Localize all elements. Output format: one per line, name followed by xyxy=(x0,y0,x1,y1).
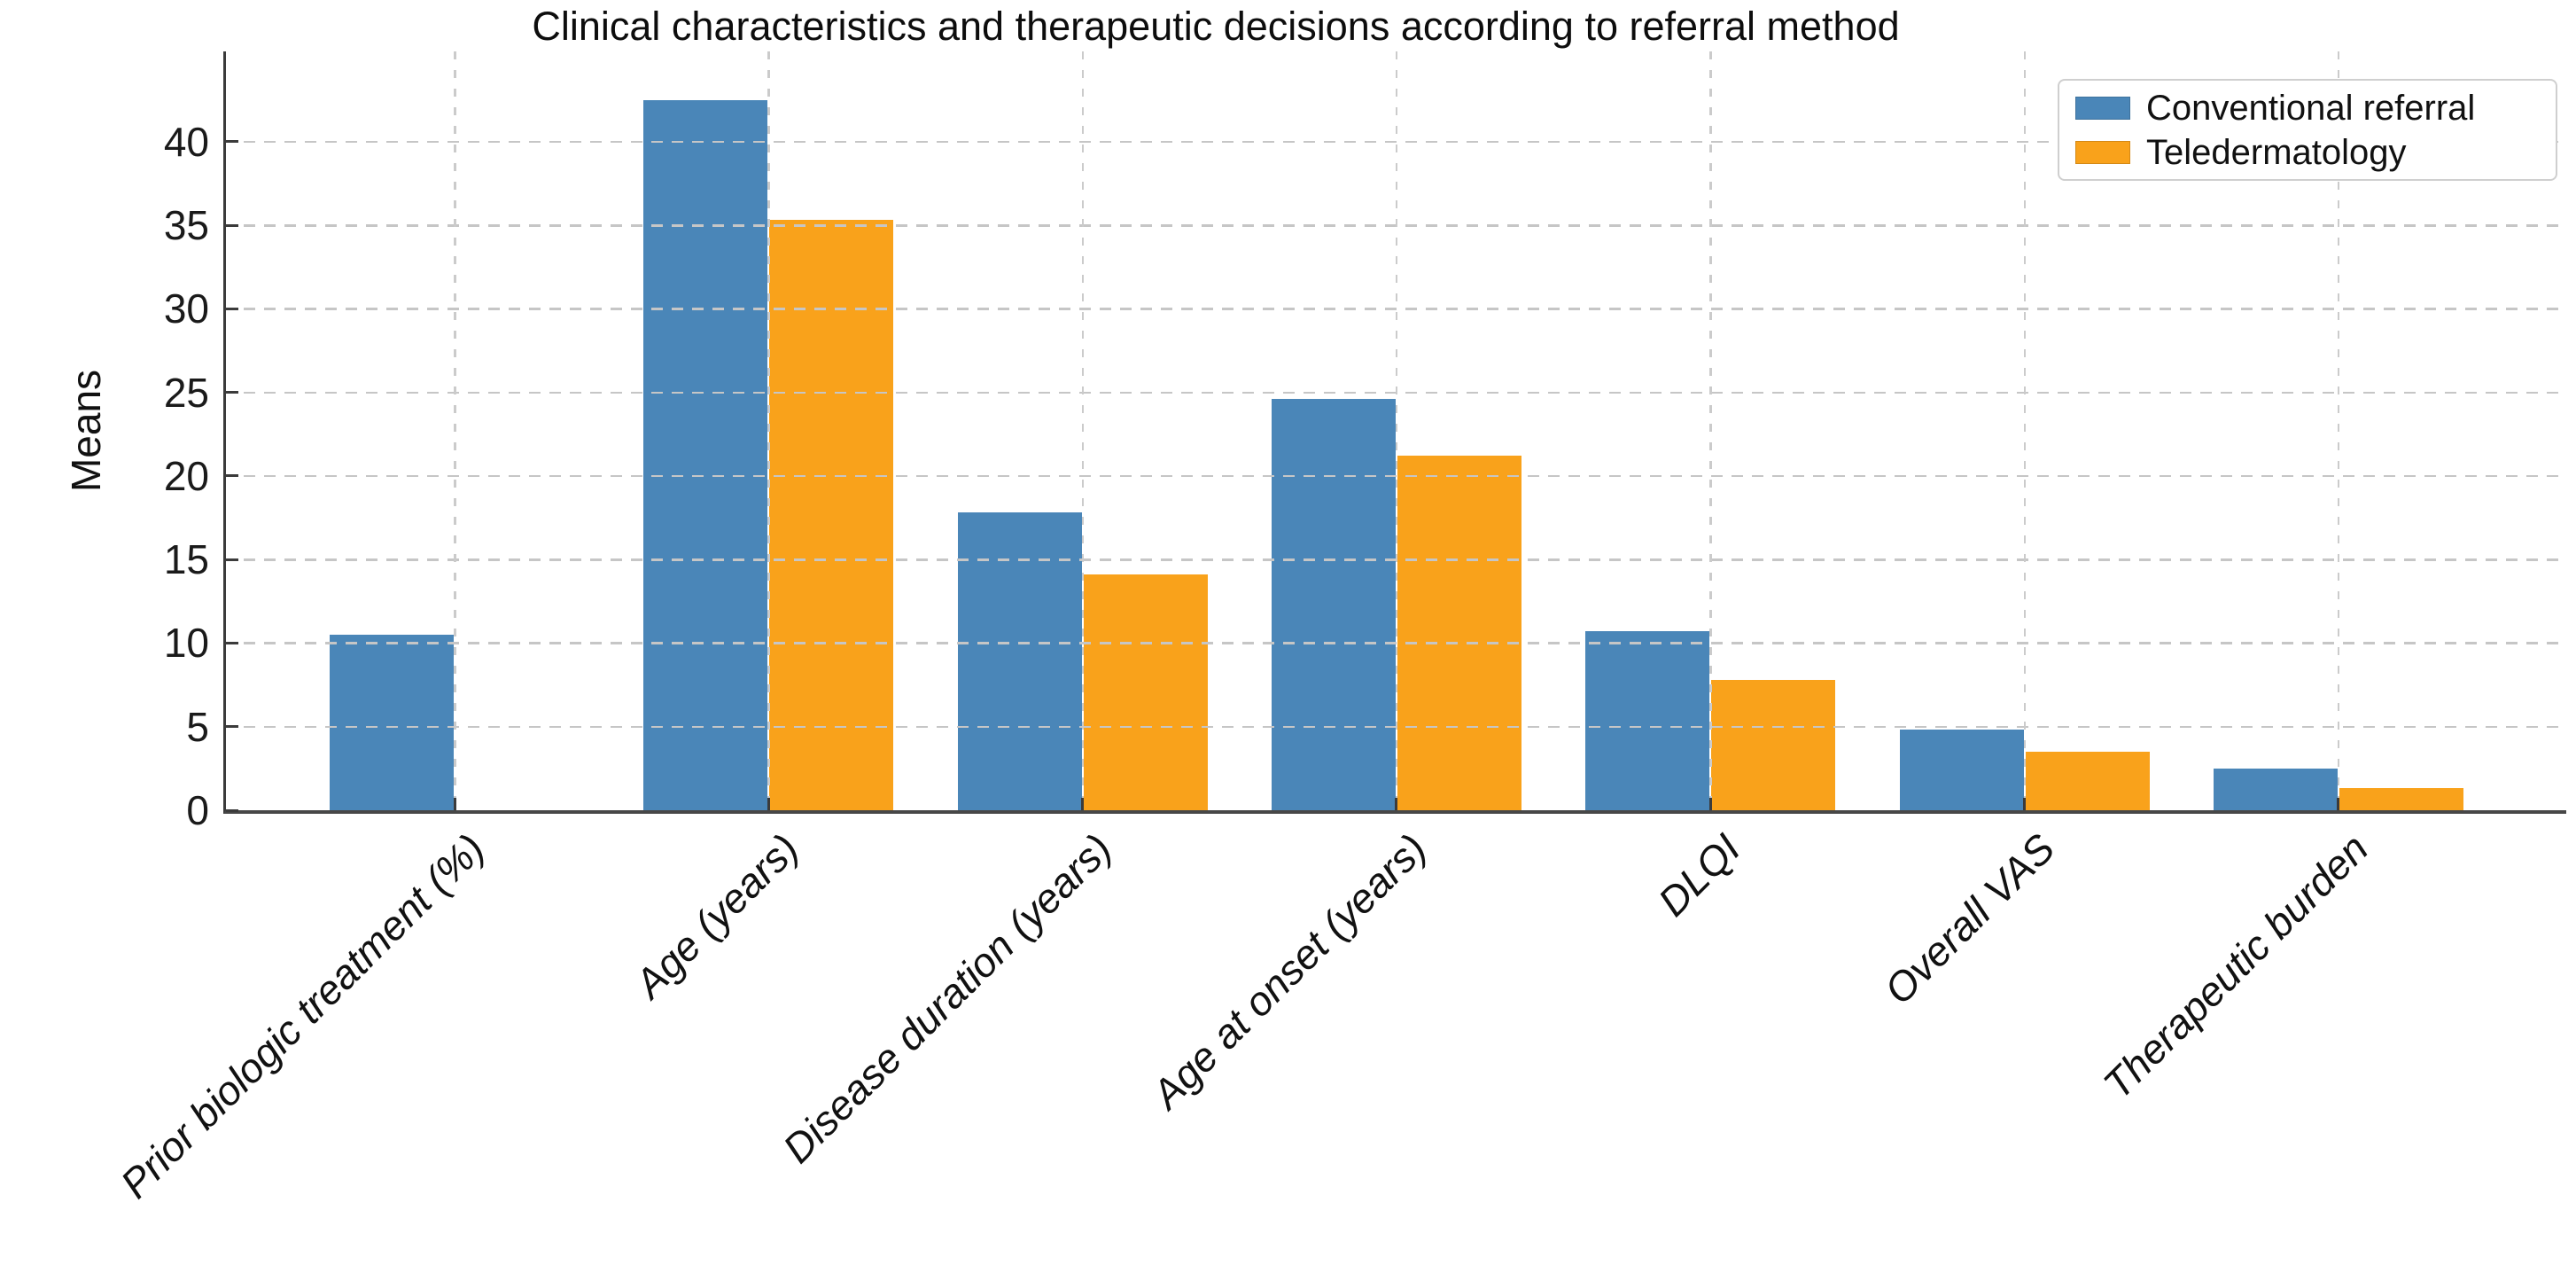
gridline-y-25 xyxy=(223,391,2564,394)
y-tick-25 xyxy=(226,391,238,394)
bar-conventional-referral-dlqi xyxy=(1585,631,1710,810)
bar-teledermatology-age-years xyxy=(769,220,894,810)
legend-label-teledermatology: Teledermatology xyxy=(2146,132,2407,172)
x-tick-prior-biologic-treatment xyxy=(453,798,456,810)
x-tick-label-age-years: Age (years) xyxy=(625,824,807,1007)
gridline-y-5 xyxy=(223,725,2564,729)
x-tick-age-years xyxy=(767,798,770,810)
legend: Conventional referral Teledermatology xyxy=(2058,79,2557,181)
y-tick-30 xyxy=(226,307,238,310)
bar-conventional-referral-therapeutic-burden xyxy=(2213,768,2338,810)
y-tick-label-35: 35 xyxy=(163,202,209,249)
x-tick-label-disease-duration-years: Disease duration (years) xyxy=(774,824,1121,1172)
y-tick-label-0: 0 xyxy=(186,787,209,833)
bar-conventional-referral-age-years xyxy=(643,99,768,810)
legend-item-teledermatology: Teledermatology xyxy=(2075,132,2540,173)
x-tick-label-age-at-onset-years: Age at onset (years) xyxy=(1142,824,1436,1118)
bar-teledermatology-overall-vas xyxy=(2025,752,2150,810)
gridline-y-35 xyxy=(223,224,2564,227)
y-tick-40 xyxy=(226,140,238,144)
gridline-y-15 xyxy=(223,558,2564,561)
y-tick-label-5: 5 xyxy=(186,703,209,750)
legend-swatch-teledermatology xyxy=(2075,140,2130,164)
x-tick-label-therapeutic-burden: Therapeutic burden xyxy=(2094,824,2378,1108)
y-tick-label-10: 10 xyxy=(163,620,209,667)
bar-conventional-referral-age-at-onset-years xyxy=(1271,399,1396,810)
bar-conventional-referral-disease-duration-years xyxy=(957,512,1082,810)
x-tick-therapeutic-burden xyxy=(2337,798,2340,810)
chart-title: Clinical characteristics and therapeutic… xyxy=(532,4,1900,49)
bar-teledermatology-dlqi xyxy=(1711,679,1836,810)
x-tick-disease-duration-years xyxy=(1081,798,1085,810)
x-tick-dlqi xyxy=(1708,798,1712,810)
bar-conventional-referral-overall-vas xyxy=(1899,730,2024,810)
bar-conventional-referral-prior-biologic-treatment xyxy=(330,635,454,810)
y-tick-20 xyxy=(226,474,238,478)
gridline-x-dlqi xyxy=(1709,51,1712,810)
x-tick-overall-vas xyxy=(2023,798,2026,810)
y-tick-label-30: 30 xyxy=(163,285,209,332)
gridline-y-10 xyxy=(223,642,2564,644)
y-tick-0 xyxy=(226,808,238,812)
legend-swatch-conventional-referral xyxy=(2075,96,2130,120)
gridline-x-disease-duration-years xyxy=(1081,51,1085,810)
x-tick-label-prior-biologic-treatment: Prior biologic treatment (%) xyxy=(111,824,494,1207)
legend-label-conventional-referral: Conventional referral xyxy=(2146,88,2476,128)
y-tick-15 xyxy=(226,558,238,561)
x-tick-label-overall-vas: Overall VAS xyxy=(1874,824,2063,1013)
gridline-y-30 xyxy=(223,308,2564,310)
gridline-x-therapeutic-burden xyxy=(2337,51,2340,810)
gridline-y-20 xyxy=(223,474,2564,478)
bar-teledermatology-therapeutic-burden xyxy=(2339,788,2463,810)
gridline-x-age-at-onset-years xyxy=(1395,51,1398,810)
gridline-x-overall-vas xyxy=(2023,51,2026,810)
y-tick-label-40: 40 xyxy=(163,118,209,165)
x-tick-label-dlqi: DLQI xyxy=(1648,824,1749,925)
y-tick-35 xyxy=(226,223,238,227)
legend-item-conventional-referral: Conventional referral xyxy=(2075,88,2540,129)
gridline-x-prior-biologic-treatment xyxy=(454,51,456,810)
gridline-x-age-years xyxy=(767,51,770,810)
x-tick-age-at-onset-years xyxy=(1395,798,1398,810)
y-tick-5 xyxy=(226,725,238,729)
bar-teledermatology-disease-duration-years xyxy=(1083,574,1208,810)
bar-teledermatology-age-at-onset-years xyxy=(1397,456,1521,810)
y-tick-10 xyxy=(226,641,238,644)
y-tick-label-25: 25 xyxy=(163,369,209,416)
y-tick-label-15: 15 xyxy=(163,536,209,583)
gridline-y-40 xyxy=(223,140,2564,144)
y-tick-label-20: 20 xyxy=(163,452,209,499)
